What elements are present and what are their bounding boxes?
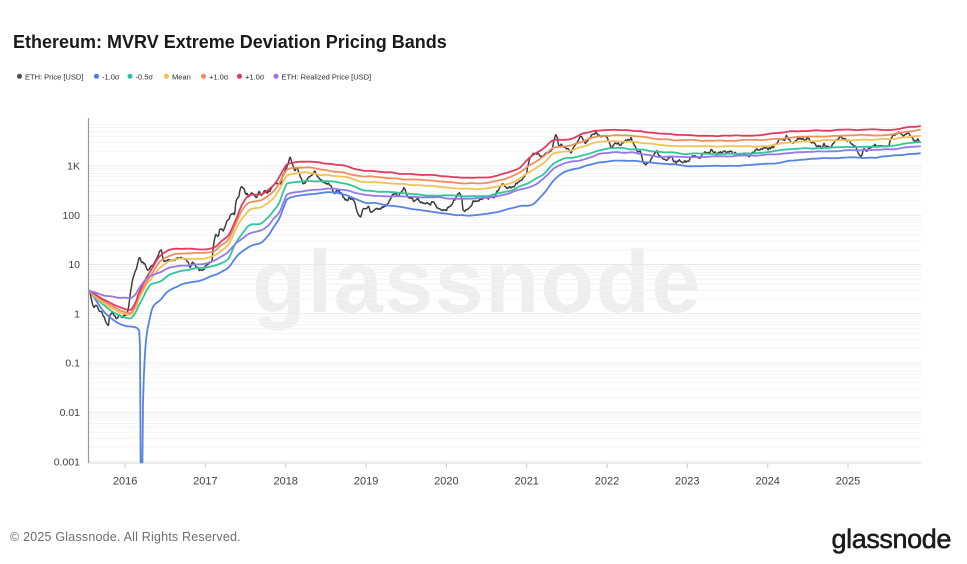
svg-text:2020: 2020: [434, 476, 458, 488]
svg-text:2019: 2019: [354, 476, 378, 488]
svg-text:0.1: 0.1: [65, 358, 80, 370]
svg-text:2022: 2022: [595, 476, 619, 488]
svg-text:Mean: Mean: [172, 72, 191, 81]
svg-text:+1.0σ: +1.0σ: [209, 72, 229, 81]
svg-text:2018: 2018: [273, 476, 297, 488]
svg-text:ETH: Realized Price [USD]: ETH: Realized Price [USD]: [282, 72, 372, 81]
svg-text:ETH: Price [USD]: ETH: Price [USD]: [25, 72, 83, 81]
svg-text:-1.0σ: -1.0σ: [102, 72, 120, 81]
svg-text:glassnode: glassnode: [832, 524, 952, 554]
svg-text:© 2025 Glassnode. All Rights R: © 2025 Glassnode. All Rights Reserved.: [10, 530, 241, 544]
svg-text:+1.0σ: +1.0σ: [245, 72, 265, 81]
svg-text:2021: 2021: [514, 476, 538, 488]
svg-text:100: 100: [62, 210, 80, 222]
svg-text:2024: 2024: [755, 476, 779, 488]
svg-text:1: 1: [74, 308, 80, 320]
svg-text:-0.5σ: -0.5σ: [136, 72, 154, 81]
svg-text:0.01: 0.01: [60, 407, 81, 419]
svg-text:0.001: 0.001: [54, 456, 80, 468]
svg-text:glassnode: glassnode: [252, 232, 702, 331]
svg-text:2025: 2025: [836, 476, 860, 488]
svg-text:1K: 1K: [67, 161, 80, 173]
svg-text:2016: 2016: [113, 476, 137, 488]
svg-text:Ethereum: MVRV Extreme Deviati: Ethereum: MVRV Extreme Deviation Pricing…: [13, 32, 447, 52]
svg-text:2017: 2017: [193, 476, 217, 488]
svg-text:10: 10: [68, 259, 80, 271]
svg-text:2023: 2023: [675, 476, 699, 488]
